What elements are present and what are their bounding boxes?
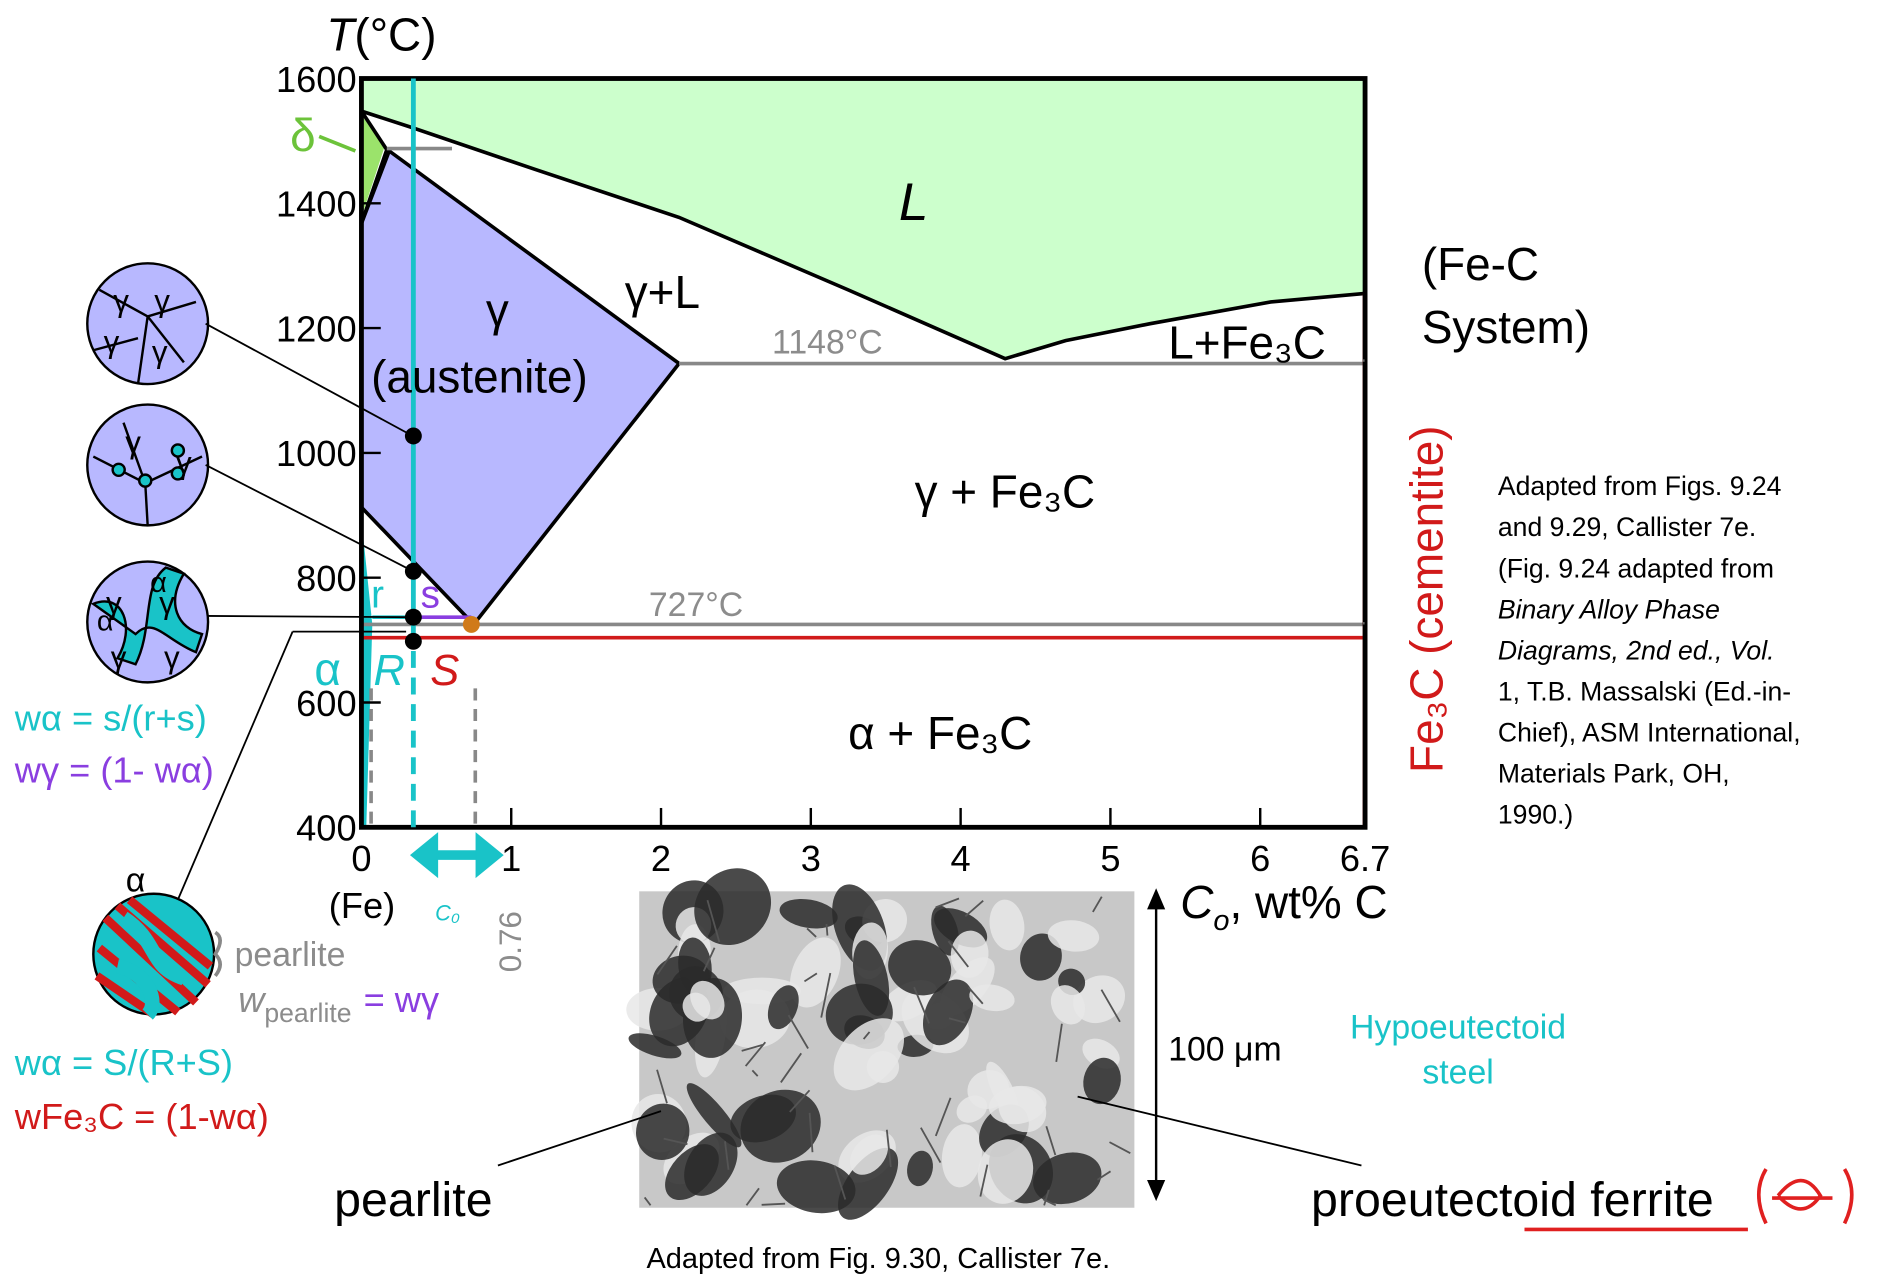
system-label: System) bbox=[1422, 301, 1590, 353]
region-label: γ+L bbox=[625, 266, 700, 318]
grain-label: γ bbox=[113, 284, 129, 319]
scale-bar bbox=[1149, 891, 1163, 1198]
steel-title: Hypoeutectoid bbox=[1350, 1009, 1566, 1047]
grain-label: γ bbox=[176, 445, 192, 480]
lever-label: r bbox=[371, 573, 384, 616]
formula: wFe₃C = (1-wα) bbox=[14, 1096, 269, 1137]
caption: Adapted from Fig. 9.30, Callister 7e. bbox=[646, 1243, 1110, 1275]
micro-pointer-label: proeutectoid ferrite bbox=[1311, 1173, 1714, 1227]
y-tick-label: 600 bbox=[296, 683, 356, 724]
source-line: Diagrams, 2nd ed., Vol. bbox=[1498, 635, 1775, 665]
pearlite-fraction: wpearlite= wγ bbox=[238, 979, 439, 1028]
x-tick-label: 1 bbox=[501, 838, 521, 879]
grain-label: γ bbox=[125, 425, 141, 460]
grain-label: γ bbox=[154, 284, 170, 319]
source-line: 1990.) bbox=[1498, 800, 1573, 830]
x-axis-label: Co, wt% C bbox=[1180, 876, 1387, 937]
source-line: and 9.29, Callister 7e. bbox=[1498, 512, 1756, 542]
source-line: Binary Alloy Phase bbox=[1498, 594, 1720, 624]
lever-label: S bbox=[430, 647, 459, 695]
grain-label: α bbox=[126, 861, 146, 899]
y-tick-label: 400 bbox=[296, 808, 356, 849]
x-tick-label: 6 bbox=[1250, 838, 1270, 879]
grain-label: α bbox=[150, 567, 167, 599]
source-line: (Fig. 9.24 adapted from bbox=[1498, 553, 1774, 583]
region-label: L bbox=[899, 173, 929, 232]
formula: wα = s/(r+s) bbox=[14, 698, 207, 739]
x-tick-label: 6.7 bbox=[1340, 838, 1390, 879]
grain-label: γ bbox=[164, 640, 180, 675]
region-label: L+Fe₃C bbox=[1168, 317, 1326, 369]
y-tick-label: 1400 bbox=[276, 184, 357, 225]
grain-label: α bbox=[97, 605, 114, 637]
eutectoid-label: 0.76 bbox=[493, 911, 528, 972]
pearlite-label: pearlite bbox=[235, 936, 346, 974]
x-tick-label: 5 bbox=[1100, 838, 1120, 879]
grain-label: γ bbox=[152, 334, 168, 369]
formula: wα = S/(R+S) bbox=[14, 1042, 233, 1083]
source-line: Materials Park, OH, bbox=[1498, 759, 1730, 789]
source-line: Chief), ASM International, bbox=[1498, 718, 1801, 748]
page: {"chart_data": { "type": "phase-diagram"… bbox=[0, 0, 1898, 1279]
y-tick-label: 800 bbox=[296, 558, 356, 599]
region-label: (austenite) bbox=[371, 351, 588, 403]
isotherm-label: 727°C bbox=[649, 586, 743, 624]
steel-title: steel bbox=[1422, 1053, 1493, 1091]
eutectoid-group: 0.76 bbox=[475, 688, 528, 972]
micro-pointer-label: pearlite bbox=[334, 1173, 492, 1227]
chart: T(°C) Co, wt% C (Fe) C₀ 0.76 L γ (austen… bbox=[0, 0, 1898, 1279]
origin-label: (Fe) bbox=[329, 885, 395, 926]
texture bbox=[826, 924, 827, 936]
y-tick-label: 1600 bbox=[276, 59, 357, 100]
scale-label: 100 μm bbox=[1168, 1030, 1281, 1068]
lever-label: s bbox=[421, 573, 440, 616]
texture bbox=[762, 1204, 785, 1205]
composition-arrow bbox=[411, 833, 503, 876]
region-label: α + Fe₃C bbox=[848, 707, 1032, 759]
y-tick-label: 1200 bbox=[276, 308, 357, 349]
x-tick-label: 2 bbox=[651, 838, 671, 879]
grain-label: γ bbox=[111, 640, 127, 675]
isotherm-label: 1148°C bbox=[772, 323, 883, 361]
delta-arrow bbox=[319, 136, 355, 150]
x-tick-label: 3 bbox=[801, 838, 821, 879]
region-label: γ + Fe₃C bbox=[915, 465, 1096, 517]
formula: wγ = (1- wα) bbox=[14, 750, 214, 791]
x-tick-label: 4 bbox=[951, 838, 971, 879]
cementite-label: Fe₃C (cementite) bbox=[1400, 425, 1452, 773]
grain-label: γ bbox=[104, 325, 120, 360]
c0-label: C₀ bbox=[435, 900, 460, 925]
lever-label: R bbox=[374, 647, 405, 695]
region-label: δ bbox=[290, 109, 316, 161]
source-line: Adapted from Figs. 9.24 bbox=[1498, 471, 1782, 501]
region-label: γ bbox=[486, 284, 509, 336]
y-tick-label: 1000 bbox=[276, 433, 357, 474]
system-label: (Fe-C bbox=[1422, 238, 1539, 290]
y-axis-label: T(°C) bbox=[326, 9, 436, 61]
source-note: Adapted from Figs. 9.24 and 9.29, Callist… bbox=[1498, 471, 1801, 830]
source-line: 1, T.B. Massalski (Ed.-in- bbox=[1498, 676, 1791, 706]
